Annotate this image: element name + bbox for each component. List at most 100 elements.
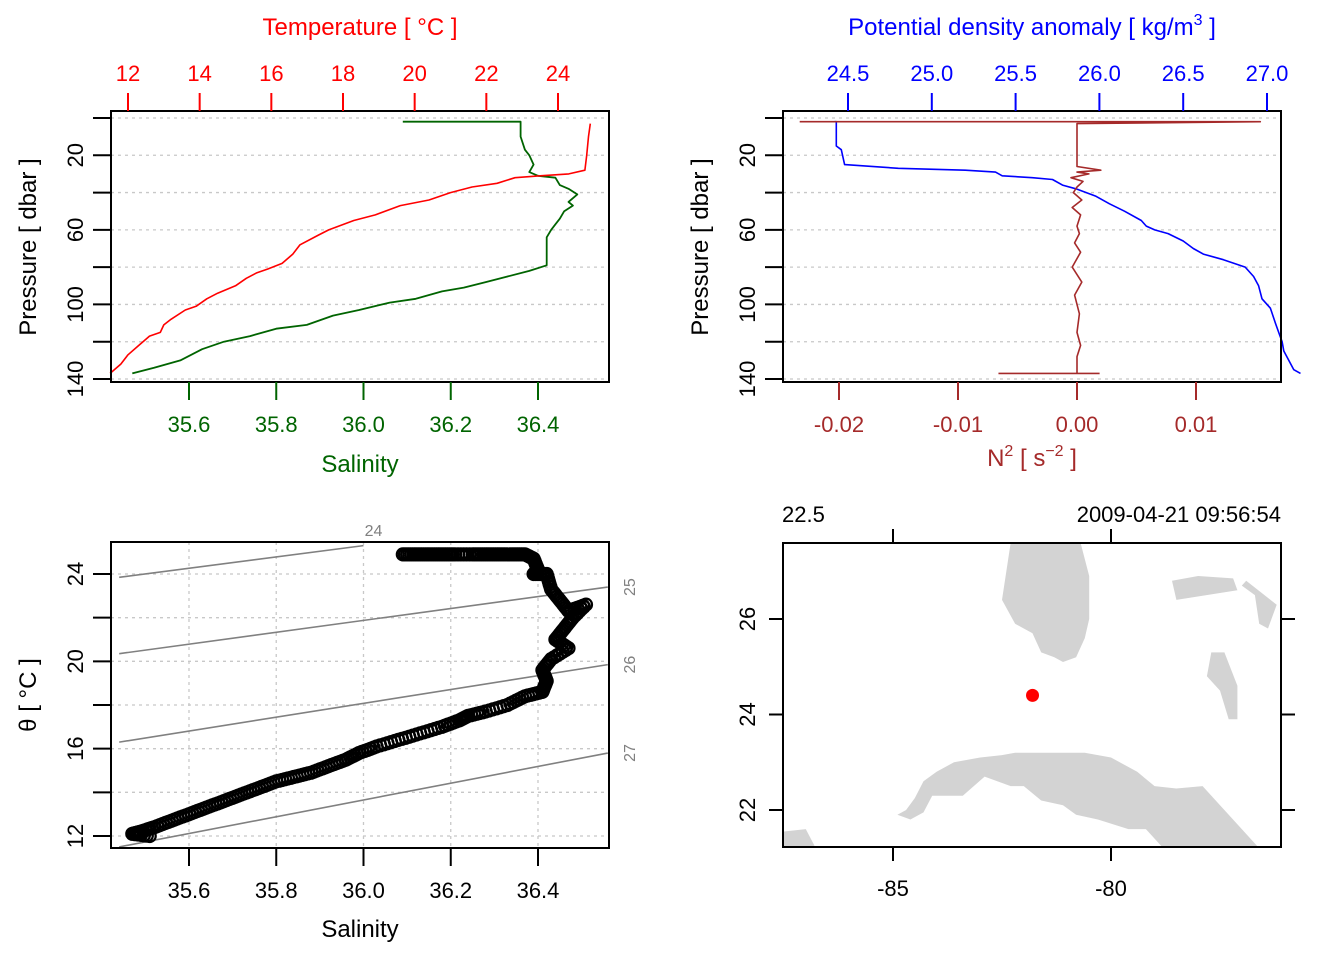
x-tick-label: 36.4 [517, 412, 560, 437]
y-tick-label: 140 [735, 361, 760, 398]
pressure-axis-title: Pressure [ dbar ] [687, 158, 714, 335]
isopycnal-label: 25 [622, 578, 639, 596]
temperature-axis-title: Temperature [ °C ] [263, 14, 458, 41]
n2-profile-line [799, 120, 1262, 374]
pressure-gridlines [111, 117, 609, 380]
land-bahamas-east [1241, 580, 1277, 629]
x-tick-label: 26.0 [1078, 61, 1121, 86]
temperature-axis: 12 14 16 18 20 22 24 [116, 61, 570, 111]
profile-series [799, 120, 1301, 375]
profile-series [109, 120, 592, 375]
salinity-axis-title: Salinity [321, 916, 398, 943]
x-tick-label: -0.01 [933, 412, 983, 437]
x-tick-label: 36.0 [342, 412, 385, 437]
ts-point [142, 828, 157, 844]
plot-frame [110, 110, 610, 383]
temperature-profile-line [109, 123, 592, 375]
x-tick-label: 18 [331, 61, 355, 86]
x-tick-label: 14 [187, 61, 211, 86]
station-marker-layer [1026, 688, 1040, 702]
x-tick-label: 22 [474, 61, 498, 86]
y-tick-label: 20 [63, 143, 88, 167]
x-tick-label: 26.5 [1162, 61, 1205, 86]
theta-axis-title: θ [ °C ] [15, 658, 42, 732]
map-axes: -85 -80 22 24 26 [735, 529, 1295, 901]
pressure-axis: 20 60 100 140 [735, 117, 783, 398]
panel-ts-diagram: 24 25 26 27 35.6 35.8 36.0 36.2 36.4 12 16 20 24 S… [15, 523, 639, 943]
x-tick-label: 24.5 [827, 61, 870, 86]
y-tick-label: 100 [735, 286, 760, 323]
isopycnal-label: 26 [622, 656, 639, 674]
density-profile-line [834, 120, 1301, 375]
theta-axis: 12 16 20 24 [63, 562, 111, 848]
map-top-left-label: 22.5 [782, 502, 825, 527]
pressure-axis-title: Pressure [ dbar ] [15, 158, 42, 335]
isopycnal-line [119, 663, 608, 743]
panel-density-n2-profile: 24.5 25.0 25.5 26.0 26.5 27.0 -0.02 -0.01 0.00 0… [687, 12, 1301, 472]
x-tick-label: 35.8 [255, 878, 298, 903]
x-tick-label: 35.6 [168, 412, 211, 437]
ts-gridlines [111, 542, 609, 848]
x-tick-label: 36.4 [517, 878, 560, 903]
x-tick-label: 27.0 [1246, 61, 1289, 86]
y-tick-label: 24 [63, 562, 88, 586]
ts-points [125, 547, 594, 844]
n2-axis: -0.02 -0.01 0.00 0.01 [814, 382, 1217, 437]
land-andros [1206, 652, 1238, 720]
y-tick-label: 16 [63, 736, 88, 760]
x-tick-label: 25.5 [994, 61, 1037, 86]
density-axis: 24.5 25.0 25.5 26.0 26.5 27.0 [827, 61, 1289, 111]
map-frame [782, 542, 1282, 848]
x-tick-label: 24 [546, 61, 570, 86]
lon-tick-label: -85 [877, 876, 909, 901]
x-tick-label: -0.02 [814, 412, 864, 437]
y-tick-label: 20 [63, 649, 88, 673]
coastline-land [784, 543, 1277, 847]
y-tick-label: 20 [735, 143, 760, 167]
n2-axis-title: N2 [ s−2 ] [987, 443, 1077, 472]
salinity-axis: 35.6 35.8 36.0 36.2 36.4 [168, 848, 560, 903]
lat-tick-label: 22 [735, 798, 760, 822]
x-tick-label: 36.2 [429, 878, 472, 903]
x-tick-label: 36.0 [342, 878, 385, 903]
x-tick-label: 25.0 [910, 61, 953, 86]
x-tick-label: 36.2 [429, 412, 472, 437]
lat-tick-label: 26 [735, 607, 760, 631]
land-florida [1002, 543, 1090, 662]
y-tick-label: 12 [63, 824, 88, 848]
x-tick-label: 0.00 [1056, 412, 1099, 437]
land-bahamas-north [1172, 576, 1238, 600]
pressure-gridlines [783, 117, 1281, 380]
x-tick-label: 16 [259, 61, 283, 86]
panel-temperature-salinity-profile: 12 14 16 18 20 22 24 35.6 35.8 36.0 36.2 36.4 20 60… [15, 14, 610, 478]
y-tick-label: 100 [63, 286, 88, 323]
salinity-profile-line [132, 120, 579, 375]
salinity-axis: 35.6 35.8 36.0 36.2 36.4 [168, 382, 560, 437]
x-tick-label: 0.01 [1175, 412, 1218, 437]
land-yucatan [784, 829, 815, 847]
x-tick-label: 35.6 [168, 878, 211, 903]
land-cuba [897, 752, 1259, 847]
isopycnal-line [119, 586, 608, 655]
y-tick-label: 140 [63, 361, 88, 398]
panel-station-map: -85 -80 22 24 26 22.5 2009-04-21 09:56:54 [735, 502, 1295, 901]
lon-tick-label: -80 [1095, 876, 1127, 901]
isopycnal-label: 27 [622, 744, 639, 762]
y-tick-label: 60 [735, 218, 760, 242]
plot-frame [782, 110, 1282, 383]
x-tick-label: 12 [116, 61, 140, 86]
pressure-axis: 20 60 100 140 [63, 117, 111, 398]
plot-frame [110, 541, 610, 849]
station-datetime-label: 2009-04-21 09:56:54 [1077, 502, 1281, 527]
salinity-axis-title: Salinity [321, 451, 398, 478]
isopycnal-line [119, 544, 364, 579]
y-tick-label: 60 [63, 218, 88, 242]
isopycnal-line [119, 752, 608, 848]
x-tick-label: 35.8 [255, 412, 298, 437]
x-tick-label: 20 [402, 61, 426, 86]
station-marker [1026, 688, 1040, 702]
isopycnal-label: 24 [365, 523, 383, 540]
isopycnal-lines: 24 25 26 27 [119, 523, 639, 848]
density-axis-title: Potential density anomaly [ kg/m3 ] [848, 12, 1216, 41]
